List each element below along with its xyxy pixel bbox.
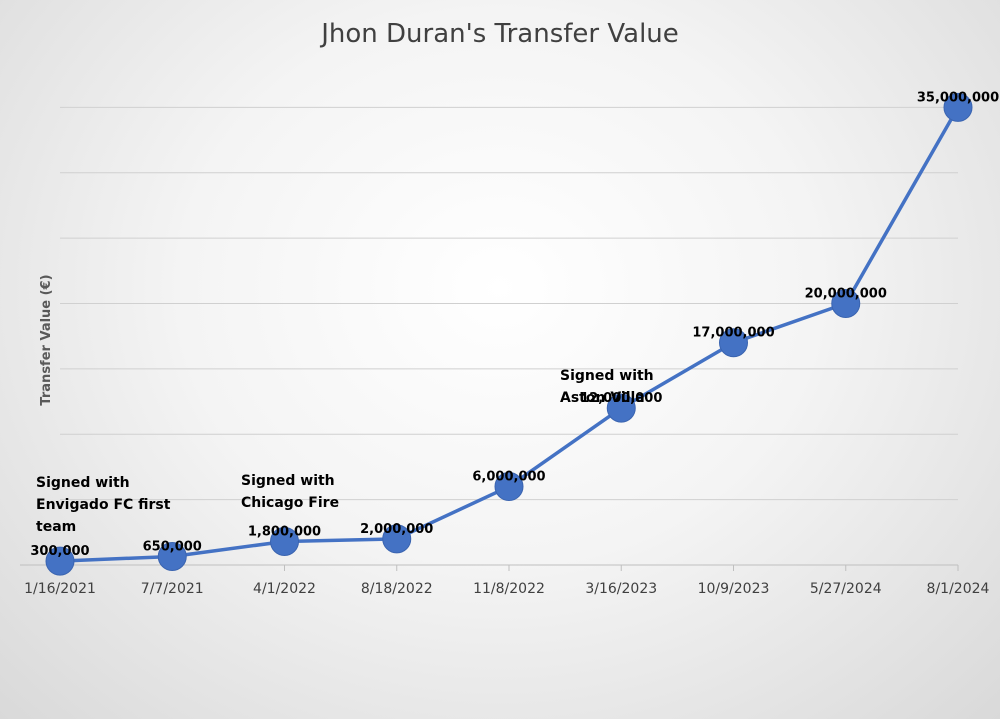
x-tick-label: 8/18/2022: [361, 581, 433, 597]
data-point: [157, 542, 187, 572]
x-tick-label: 10/9/2023: [698, 581, 770, 597]
data-label: 35,000,000: [917, 90, 999, 105]
annotation-line: Signed with: [241, 473, 335, 489]
x-tick-label: 8/1/2024: [927, 581, 990, 597]
x-tick-label: 11/8/2022: [473, 581, 545, 597]
data-label: 650,000: [143, 540, 202, 555]
y-axis-label: Transfer Value (€): [39, 274, 54, 405]
data-point: [831, 289, 861, 318]
data-point: [606, 393, 636, 423]
data-label: 6,000,000: [472, 470, 545, 485]
data-point: [270, 526, 299, 556]
data-label: 17,000,000: [692, 326, 774, 341]
annotation: Signed with Envigado FC first team: [36, 475, 171, 535]
annotation-line: Envigado FC first: [36, 497, 171, 513]
annotation-line: Aston Villa: [560, 390, 645, 406]
data-label: 20,000,000: [805, 287, 887, 302]
data-point: [382, 524, 412, 554]
data-point: [719, 328, 748, 358]
annotation-line: Signed with: [560, 368, 654, 384]
data-label: 12,000,000: [580, 391, 662, 406]
data-point: [494, 472, 524, 502]
annotation: Signed with Aston Villa: [560, 368, 654, 406]
data-point: [943, 92, 973, 122]
data-point: [45, 546, 75, 576]
x-tick-label: 5/27/2024: [810, 581, 882, 597]
data-labels: 300,000 650,000 1,800,000 2,000,000 6,000,00…: [30, 90, 999, 559]
annotation-line: Signed with: [36, 475, 130, 491]
x-tick-label: 1/16/2021: [24, 581, 96, 597]
chart-title: Jhon Duran's Transfer Value: [319, 19, 679, 49]
x-axis: 1/16/2021 7/7/2021 4/1/2022 8/18/2022 11/8/2…: [20, 564, 990, 597]
annotation-line: team: [36, 519, 76, 535]
data-label: 300,000: [30, 544, 89, 559]
x-tick-label: 7/7/2021: [141, 581, 204, 597]
annotation-line: Chicago Fire: [241, 495, 339, 511]
data-points: [45, 92, 973, 576]
data-label: 2,000,000: [360, 522, 433, 537]
x-tick-label: 4/1/2022: [253, 581, 316, 597]
gridlines: [60, 106, 958, 501]
data-label: 1,800,000: [248, 524, 321, 539]
annotation: Signed with Chicago Fire: [241, 473, 339, 511]
x-tick-label: 3/16/2023: [585, 581, 657, 597]
